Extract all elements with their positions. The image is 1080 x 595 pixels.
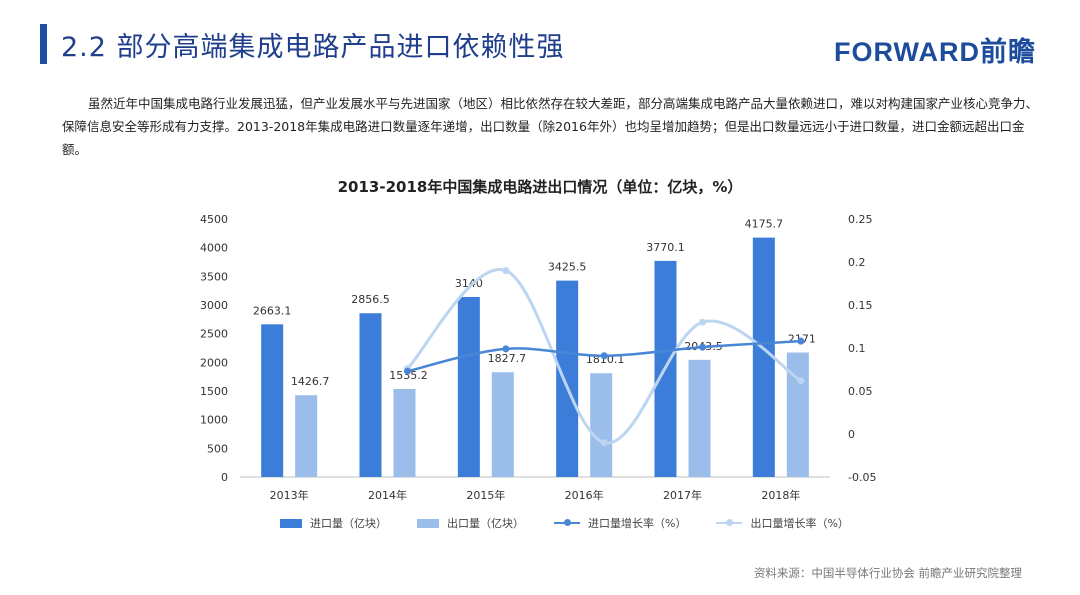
y-right-tick-label: 0.1 (848, 342, 866, 355)
bar-export (393, 388, 416, 477)
data-label-export: 1827.7 (488, 352, 527, 365)
bar-import (359, 313, 382, 477)
chart-title: 2013-2018年中国集成电路进出口情况（单位：亿块，%） (337, 178, 743, 196)
bar-export (491, 372, 514, 477)
bar-export (786, 352, 809, 477)
y-right-tick-label: 0.05 (848, 385, 873, 398)
source-note: 资料来源：中国半导体行业协会 前瞻产业研究院整理 (753, 566, 1022, 580)
legend-line-export-growth (716, 519, 743, 526)
data-label-export: 1535.2 (389, 369, 428, 382)
data-label-import: 4175.7 (745, 218, 784, 231)
legend-line-import-growth (554, 519, 580, 526)
data-label-import: 2856.5 (351, 293, 390, 306)
point-import-growth (502, 345, 510, 353)
point-export-growth (600, 439, 608, 447)
bar-export (688, 359, 711, 477)
legend-label-export-growth: 出口量增长率（%） (750, 517, 849, 530)
legend-label-export: 出口量（亿块） (447, 517, 524, 530)
y-right-tick-label: 0.25 (848, 213, 873, 226)
brand-logo: FORWARD前瞻 (834, 37, 1036, 67)
bar-export (590, 373, 613, 477)
x-tick-label: 2016年 (565, 488, 604, 502)
legend-item-export-growth: 出口量增长率（%） (716, 515, 849, 531)
y-left-tick-label: 3000 (200, 299, 228, 312)
point-export-growth (502, 267, 510, 275)
y-left-tick-label: 4500 (200, 213, 228, 226)
legend-label-import: 进口量（亿块） (310, 517, 387, 530)
bar-import (556, 280, 579, 477)
y-right-tick-label: 0.2 (848, 256, 866, 269)
point-export-growth (797, 377, 805, 385)
y-left-tick-label: 0 (221, 471, 228, 484)
point-export-growth (699, 318, 706, 326)
data-label-import: 3425.5 (548, 261, 587, 274)
x-tick-label: 2014年 (368, 488, 407, 502)
legend-item-export: 出口量（亿块） (417, 515, 524, 531)
y-right-tick-label: -0.05 (848, 471, 876, 484)
y-right-tick-label: 0.15 (848, 299, 873, 312)
x-tick-label: 2013年 (270, 488, 309, 502)
bar-import (457, 296, 480, 477)
title-bar: 2.2 部分高端集成电路产品进口依赖性强 (40, 22, 565, 66)
x-tick-label: 2018年 (761, 488, 800, 502)
y-left-tick-label: 500 (207, 442, 228, 455)
bar-export (295, 395, 318, 477)
legend-label-import-growth: 进口量增长率（%） (588, 517, 687, 530)
data-label-import: 2663.1 (253, 304, 292, 317)
x-tick-label: 2017年 (663, 488, 702, 502)
point-import-growth (600, 352, 608, 360)
point-import-growth (797, 337, 805, 345)
bar-import (752, 237, 775, 477)
x-tick-label: 2015年 (466, 488, 505, 502)
legend-item-import: 进口量（亿块） (280, 515, 387, 531)
data-label-export: 1426.7 (291, 375, 330, 388)
chart-legend: 进口量（亿块） 出口量（亿块） 进口量增长率（%） 出口量增长率（%） (280, 515, 879, 531)
point-import-growth (699, 343, 706, 351)
legend-swatch-export (417, 518, 439, 528)
y-left-tick-label: 1000 (200, 414, 228, 427)
legend-item-import-growth: 进口量增长率（%） (554, 515, 686, 531)
y-right-tick-label: 0 (848, 428, 855, 441)
y-left-tick-label: 2000 (200, 356, 228, 369)
y-left-tick-label: 4000 (200, 242, 228, 255)
bar-import (261, 324, 284, 477)
y-left-tick-label: 1500 (200, 385, 228, 398)
point-import-growth (404, 367, 411, 375)
title-accent-bar (40, 24, 47, 64)
y-left-tick-label: 2500 (200, 328, 228, 341)
page-title: 2.2 部分高端集成电路产品进口依赖性强 (61, 31, 565, 63)
intro-paragraph: 虽然近年中国集成电路行业发展迅猛，但产业发展水平与先进国家（地区）相比依然存在较… (62, 96, 1039, 157)
legend-swatch-import (280, 518, 302, 528)
data-label-import: 3770.1 (646, 241, 685, 254)
y-left-tick-label: 3500 (200, 270, 228, 283)
